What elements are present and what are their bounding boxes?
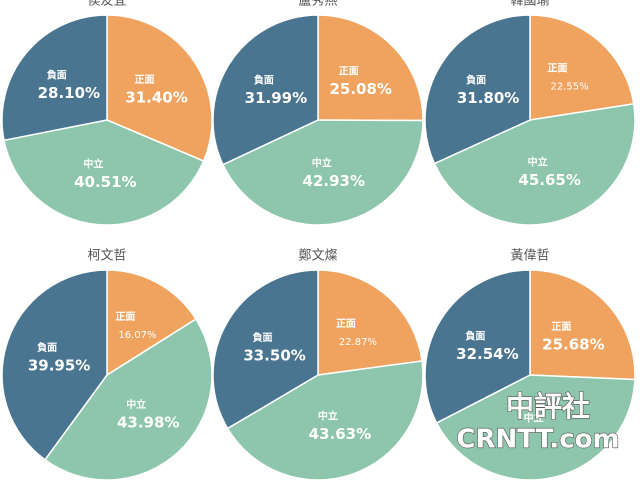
chart-title: 盧秀燕 bbox=[298, 0, 337, 9]
watermark: CRNTT.com bbox=[456, 425, 619, 455]
slice-category: 負面 bbox=[254, 74, 274, 87]
pie-slice bbox=[317, 14, 424, 122]
data-label: 32.54% bbox=[456, 345, 518, 363]
slice-category: 負面 bbox=[47, 68, 67, 81]
pie-slice bbox=[106, 269, 197, 377]
pie-slice bbox=[226, 360, 424, 481]
pie-slice bbox=[212, 269, 319, 430]
data-label: 31.99% bbox=[245, 89, 307, 107]
pie-slice bbox=[1, 14, 108, 142]
chart-title: 侯友宜 bbox=[87, 0, 126, 9]
watermark: 中評社 bbox=[506, 390, 590, 423]
data-label: 22.87% bbox=[339, 337, 377, 348]
pie-slice bbox=[43, 318, 213, 481]
slice-category: 負面 bbox=[253, 331, 273, 344]
pie-slice bbox=[529, 14, 635, 121]
pie-slice bbox=[212, 14, 319, 166]
pie-slice bbox=[435, 374, 636, 481]
data-label: 25.68% bbox=[542, 336, 604, 354]
slice-category: 正面 bbox=[551, 321, 571, 333]
pie-slice bbox=[106, 14, 213, 163]
slice-category: 正面 bbox=[339, 65, 359, 77]
slice-category: 負面 bbox=[37, 341, 57, 354]
data-label: 31.80% bbox=[457, 89, 519, 107]
pie-slice bbox=[433, 103, 636, 226]
pie-slice bbox=[529, 269, 636, 381]
data-label: 39.95% bbox=[28, 357, 90, 375]
slice-category: 中立 bbox=[318, 410, 338, 423]
slice-category: 中立 bbox=[126, 398, 146, 411]
pie-slice bbox=[221, 119, 424, 226]
data-label: 33.50% bbox=[243, 346, 305, 364]
chart-title: 柯文哲 bbox=[87, 249, 126, 264]
slice-category: 負面 bbox=[465, 330, 485, 343]
slice-category: 正面 bbox=[336, 318, 356, 330]
slice-category: 正面 bbox=[135, 74, 155, 86]
slice-category: 負面 bbox=[466, 73, 486, 86]
data-label: 16.07% bbox=[118, 330, 156, 341]
slice-category: 中立 bbox=[528, 155, 548, 168]
chart-title: 黃偉哲 bbox=[510, 249, 549, 264]
slice-category: 中立 bbox=[312, 156, 332, 169]
data-label: 31.40% bbox=[125, 88, 187, 106]
data-label: 25.08% bbox=[329, 80, 391, 98]
data-label: 40.51% bbox=[74, 173, 136, 191]
data-label: 43.98% bbox=[117, 413, 179, 431]
slice-category: 正面 bbox=[115, 311, 135, 323]
slice-category: 正面 bbox=[548, 63, 568, 75]
pie-slice bbox=[424, 14, 531, 165]
data-label: 22.55% bbox=[550, 82, 588, 93]
chart-title: 韓國瑜 bbox=[510, 0, 549, 9]
slice-category: 中立 bbox=[83, 157, 103, 170]
chart-title: 鄭文燦 bbox=[298, 249, 337, 264]
data-label: 43.63% bbox=[309, 425, 371, 443]
data-label: 28.10% bbox=[38, 84, 100, 102]
data-label: 42.93% bbox=[303, 172, 365, 190]
pie-slice bbox=[1, 269, 108, 461]
slice-category: 中立 bbox=[524, 411, 544, 424]
pie-slice bbox=[424, 269, 531, 424]
pie-slice bbox=[317, 269, 423, 376]
data-label: 45.65% bbox=[518, 171, 580, 189]
pie-slice bbox=[3, 119, 205, 226]
